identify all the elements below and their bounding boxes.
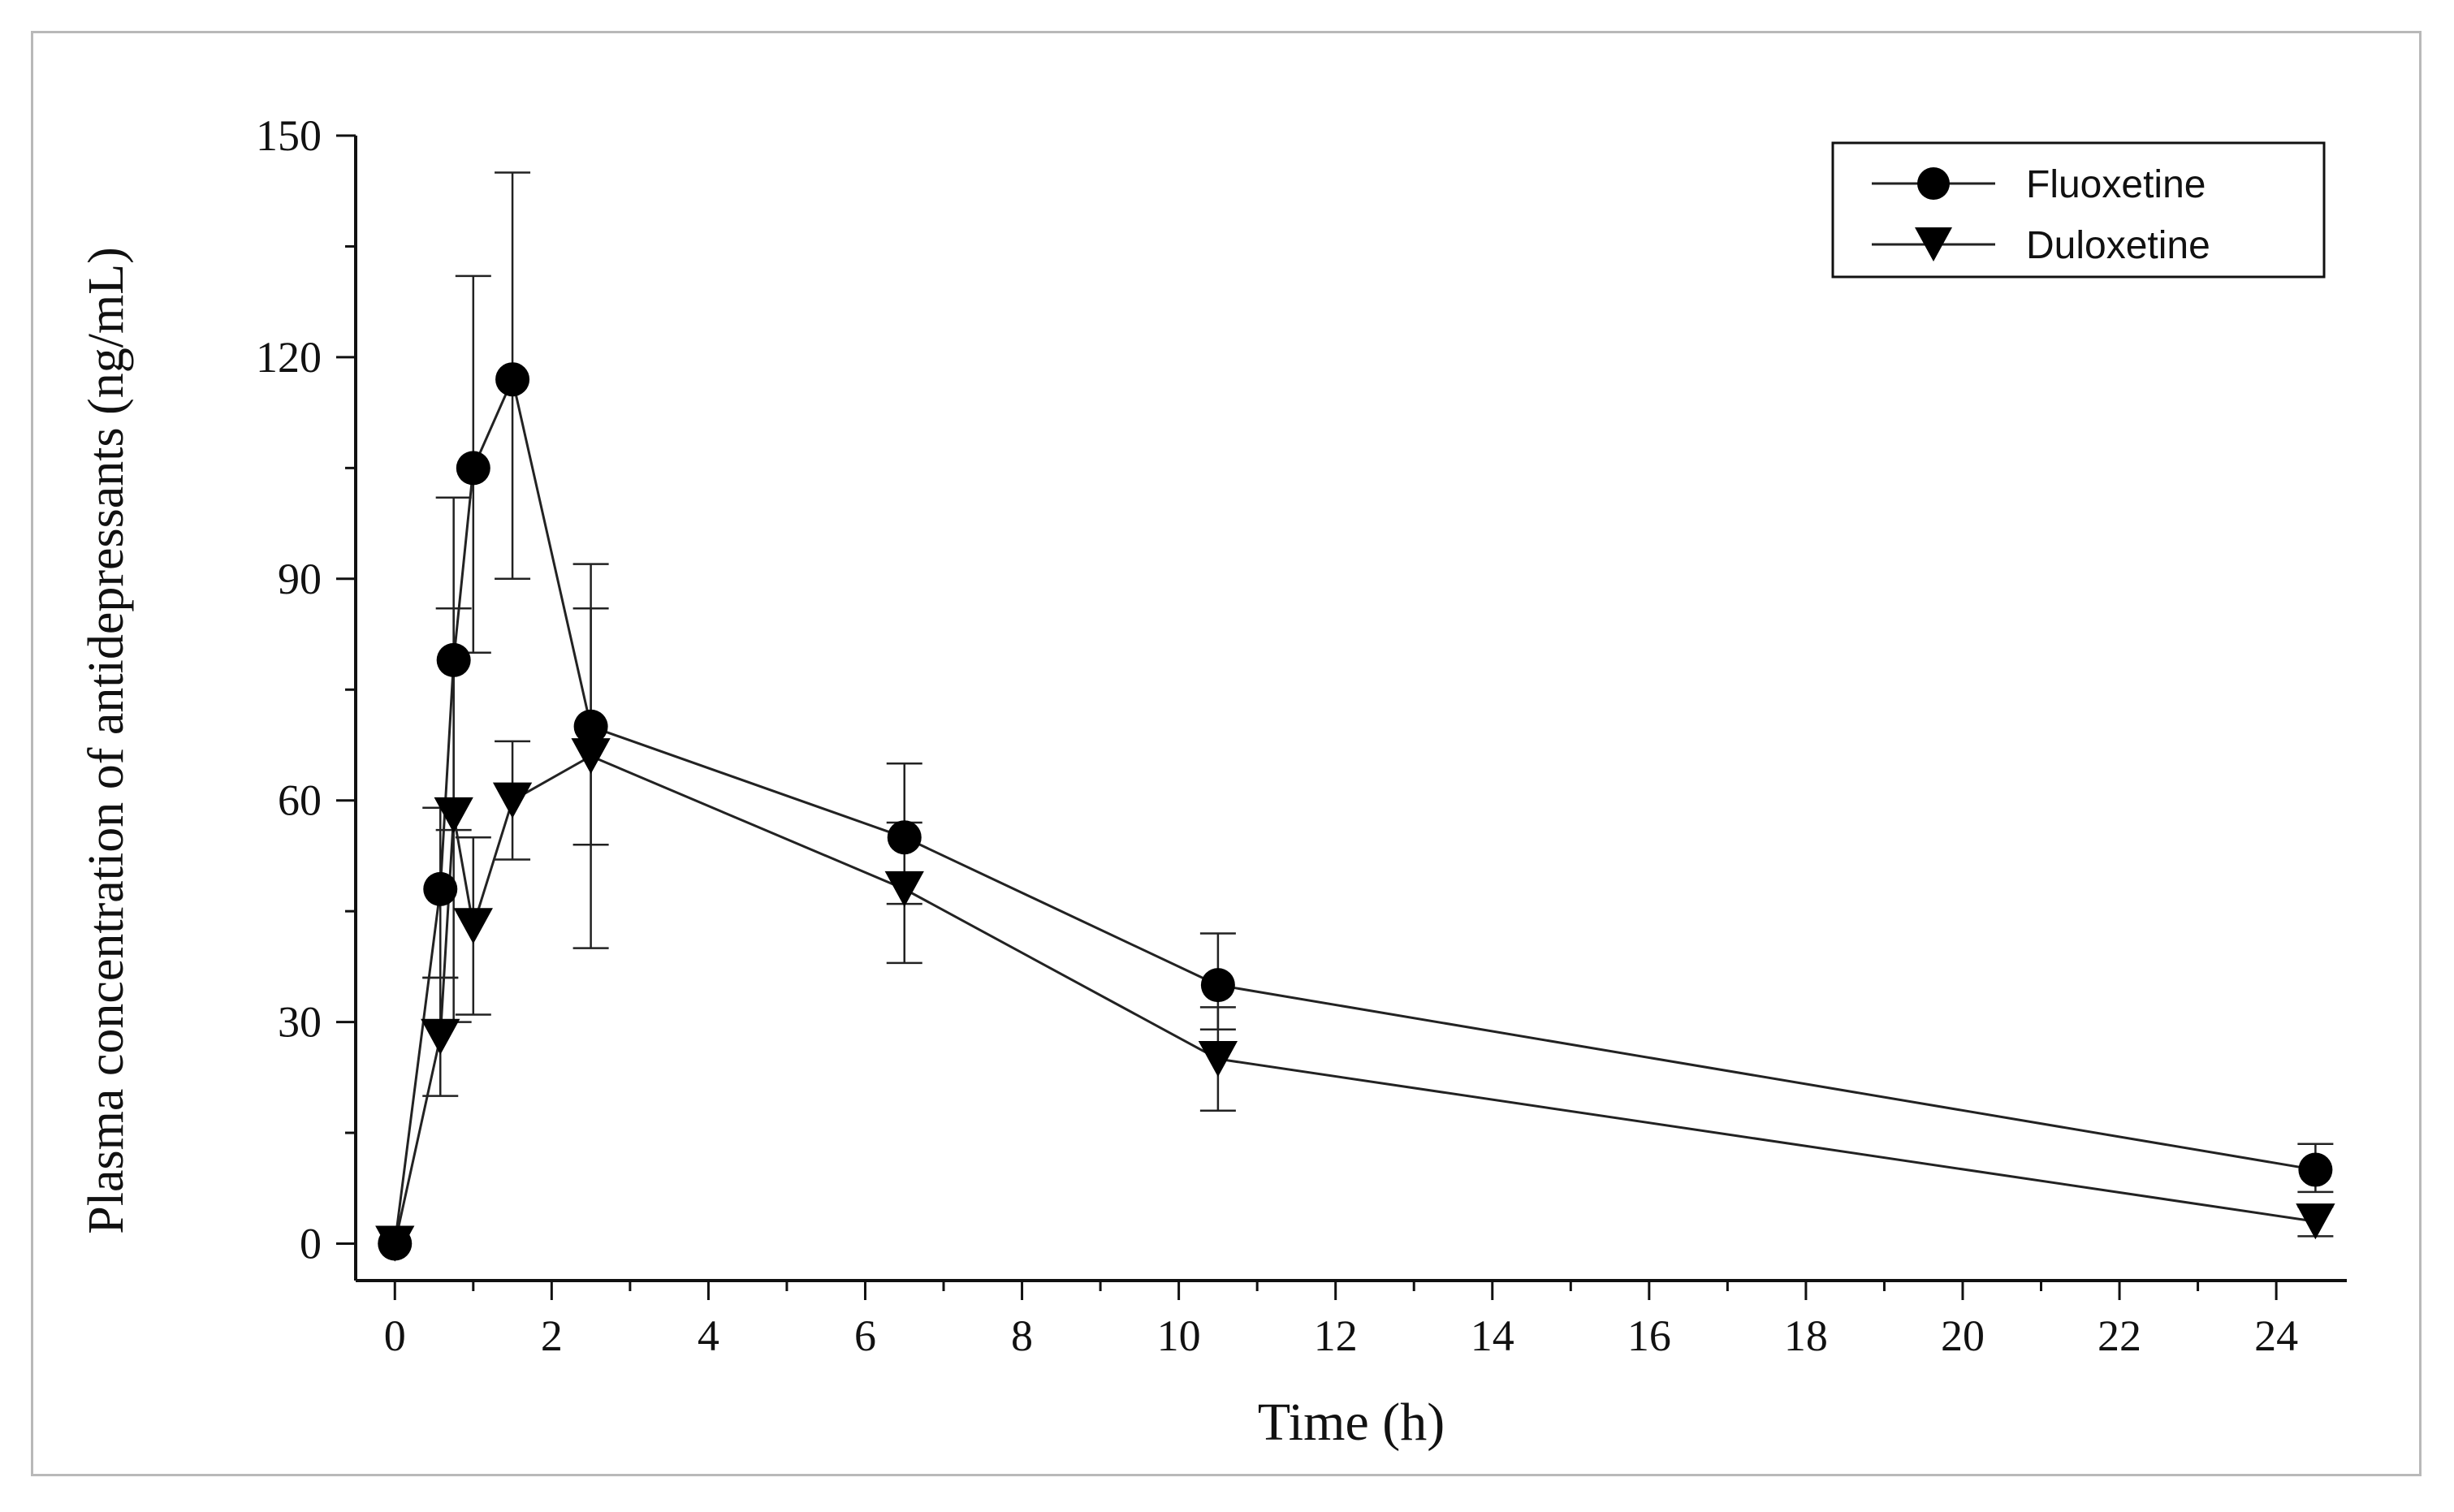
x-tick-label: 12: [1314, 1311, 1358, 1360]
x-tick-label: 16: [1627, 1311, 1671, 1360]
y-tick-label: 30: [278, 998, 322, 1047]
legend-label-duloxetine: Duloxetine: [2026, 224, 2210, 267]
series-line-fluoxetine: [393, 375, 2316, 1244]
data-point-fluoxetine: [436, 642, 471, 677]
data-point-fluoxetine: [2298, 1152, 2333, 1187]
x-tick-label: 24: [2254, 1311, 2298, 1360]
markers: [375, 362, 2335, 1262]
legend-marker-duloxetine: [1915, 227, 1952, 261]
x-tick-label: 4: [698, 1311, 719, 1360]
legend-marker-fluoxetine: [1917, 167, 1950, 200]
legend-label-fluoxetine: Fluoxetine: [2026, 163, 2206, 206]
data-point-duloxetine: [884, 870, 924, 907]
data-point-fluoxetine: [573, 709, 608, 744]
data-point-duloxetine: [453, 908, 493, 944]
series-line-duloxetine: [393, 754, 2316, 1244]
error-bars: [422, 171, 2334, 1238]
data-point-duloxetine: [1198, 1041, 1238, 1078]
data-point-duloxetine: [421, 1018, 460, 1055]
y-tick-label: 0: [300, 1220, 322, 1268]
x-tick-label: 10: [1157, 1311, 1201, 1360]
legend-box: [1831, 141, 2326, 279]
x-tick-label: 18: [1784, 1311, 1828, 1360]
data-point-duloxetine: [375, 1225, 415, 1262]
x-tick-label: 2: [541, 1311, 563, 1360]
y-tick-label: 90: [278, 555, 322, 603]
series: [393, 375, 2316, 1244]
x-tick-label: 8: [1011, 1311, 1033, 1360]
data-point-fluoxetine: [456, 451, 490, 486]
x-tick-label: 0: [384, 1311, 406, 1360]
data-point-fluoxetine: [423, 871, 458, 906]
x-axis-label: Time (h): [1258, 1393, 1445, 1452]
data-point-duloxetine: [434, 797, 473, 833]
data-point-duloxetine: [571, 738, 611, 775]
data-point-duloxetine: [492, 782, 533, 819]
y-tick-label: 150: [256, 111, 322, 160]
figure-frame: 0 2 4 6 8 10 12 14 16 18 20 22 24 0 30 60 90 120 150 Time …: [31, 31, 2422, 1476]
y-tick-label: 60: [278, 776, 322, 825]
y-axis-label: Plasma concentration of antidepressants …: [79, 247, 134, 1234]
x-tick-label: 6: [854, 1311, 876, 1360]
legend: Fluoxetine Duloxetine: [1831, 141, 2326, 279]
y-tick-label: 120: [256, 333, 322, 382]
axis-labels: Time (h) Plasma concentration of antidep…: [79, 247, 1445, 1452]
data-point-fluoxetine: [887, 820, 922, 855]
x-tick-label: 20: [1941, 1311, 1985, 1360]
data-point-fluoxetine: [495, 362, 530, 397]
data-point-fluoxetine: [1200, 968, 1235, 1003]
x-tick-label: 14: [1471, 1311, 1514, 1360]
data-point-duloxetine: [2296, 1203, 2335, 1240]
x-tick-label: 22: [2098, 1311, 2141, 1360]
